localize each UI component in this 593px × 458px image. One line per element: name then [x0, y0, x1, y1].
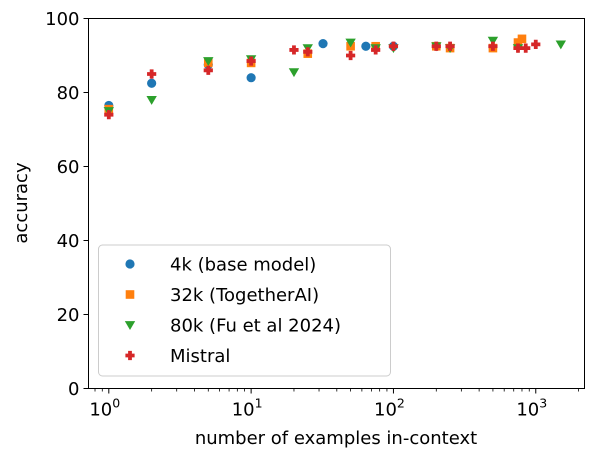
data-point — [431, 41, 441, 51]
data-point — [555, 40, 567, 50]
legend-item: 32k (TogetherAI) — [125, 285, 319, 306]
legend-box — [98, 244, 391, 377]
y-tick-label: 20 — [57, 305, 80, 326]
data-point — [147, 78, 157, 88]
legend-marker — [125, 259, 135, 269]
data-point — [246, 73, 256, 83]
series-2 — [104, 34, 527, 114]
data-point — [345, 38, 356, 48]
x-tick-label: 102 — [374, 396, 405, 421]
plot-marks — [103, 34, 567, 120]
y-tick-label: 100 — [45, 9, 79, 30]
legend-label: Mistral — [170, 346, 230, 367]
legend-label: 80k (Fu et al 2024) — [170, 316, 341, 337]
data-point — [513, 43, 523, 53]
legend-item: 4k (base model) — [125, 255, 316, 276]
data-point — [487, 36, 499, 46]
x-axis-label: number of examples in-context — [195, 428, 477, 449]
data-point — [203, 57, 214, 66]
data-point — [246, 56, 256, 66]
y-tick-label: 40 — [57, 231, 80, 252]
legend-item: 80k (Fu et al 2024) — [124, 316, 341, 337]
legend-marker — [124, 321, 136, 330]
series-4 — [104, 39, 541, 120]
data-point — [388, 41, 399, 51]
data-point — [488, 41, 498, 51]
y-tick-label: 0 — [68, 379, 79, 400]
x-tick-label: 103 — [516, 396, 547, 421]
legend-label: 32k (TogetherAI) — [170, 285, 319, 306]
data-point — [521, 43, 531, 53]
data-point — [371, 45, 381, 55]
data-point — [346, 50, 356, 61]
legend-marker — [125, 350, 135, 361]
data-point — [531, 39, 541, 49]
data-point — [445, 41, 455, 51]
data-point — [203, 65, 213, 75]
data-point — [288, 68, 300, 78]
data-point — [147, 69, 157, 79]
data-point — [318, 39, 328, 49]
data-point — [303, 47, 313, 57]
data-point — [104, 110, 114, 120]
legend-item: Mistral — [125, 346, 230, 367]
x-tick-label: 100 — [89, 396, 120, 421]
y-tick-label: 80 — [57, 83, 80, 104]
data-point — [146, 96, 157, 105]
y-tick-label: 60 — [57, 157, 80, 178]
legend-marker — [125, 290, 135, 299]
x-tick-label: 101 — [232, 396, 263, 421]
data-point — [361, 41, 371, 51]
data-point — [289, 45, 299, 55]
legend: 4k (base model) 32k (TogetherAI) 80k (Fu e… — [98, 244, 391, 377]
data-point — [517, 34, 527, 44]
legend-label: 4k (base model) — [170, 255, 316, 276]
axes: 0 20 40 60 80 100 100 101 102 103 — [45, 9, 580, 421]
y-axis-label: accuracy — [11, 162, 32, 244]
